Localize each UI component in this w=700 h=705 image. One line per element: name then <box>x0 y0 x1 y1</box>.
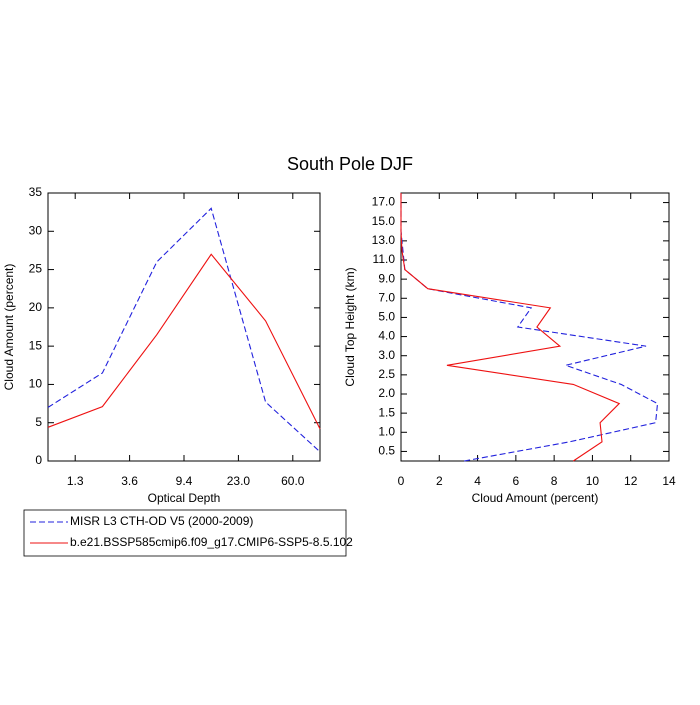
y-tick-label: 15.0 <box>372 214 396 228</box>
x-axis-label: Optical Depth <box>148 491 221 505</box>
x-tick-label: 14 <box>662 474 676 488</box>
legend-label: b.e21.BSSP585cmip6.f09_g17.CMIP6-SSP5-8.… <box>70 535 353 549</box>
y-tick-label: 30 <box>29 223 43 237</box>
y-tick-label: 20 <box>29 300 43 314</box>
y-tick-label: 1.0 <box>378 424 395 438</box>
y-tick-label: 10 <box>29 377 43 391</box>
x-tick-label: 1.3 <box>67 474 84 488</box>
y-tick-label: 13.0 <box>372 233 396 247</box>
y-tick-label: 2.0 <box>378 386 395 400</box>
title: South Pole DJF <box>287 154 413 174</box>
y-tick-label: 5 <box>35 415 42 429</box>
series-line <box>47 207 321 453</box>
y-tick-label: 25 <box>29 262 43 276</box>
x-tick-label: 0 <box>398 474 405 488</box>
x-tick-label: 4 <box>474 474 481 488</box>
y-tick-label: 17.0 <box>372 195 396 209</box>
series-line <box>47 253 321 430</box>
y-tick-label: 11.0 <box>373 252 396 266</box>
y-tick-label: 3.0 <box>378 348 395 362</box>
y-tick-label: 0.5 <box>378 444 395 458</box>
y-axis-label: Cloud Amount (percent) <box>2 264 16 391</box>
x-tick-label: 10 <box>586 474 600 488</box>
plot-frame <box>400 192 670 462</box>
y-axis-label: Cloud Top Height (km) <box>343 267 357 386</box>
x-tick-label: 12 <box>624 474 638 488</box>
x-axis-label: Cloud Amount (percent) <box>472 491 599 505</box>
y-tick-label: 35 <box>29 185 43 199</box>
y-tick-label: 5.0 <box>378 310 395 324</box>
y-tick-label: 4.0 <box>378 329 395 343</box>
legend-label: MISR L3 CTH-OD V5 (2000-2009) <box>70 514 253 528</box>
legend-box <box>23 509 347 557</box>
plot-frame <box>47 192 321 462</box>
y-tick-label: 0 <box>35 453 42 467</box>
x-tick-label: 60.0 <box>281 474 305 488</box>
x-tick-label: 23.0 <box>227 474 251 488</box>
y-tick-label: 1.5 <box>378 405 395 419</box>
series-line <box>400 193 621 462</box>
x-tick-label: 6 <box>513 474 520 488</box>
x-tick-label: 8 <box>551 474 558 488</box>
series-line <box>400 193 659 462</box>
y-tick-label: 15 <box>29 338 43 352</box>
x-tick-label: 3.6 <box>121 474 138 488</box>
y-tick-label: 7.0 <box>378 290 395 304</box>
y-tick-label: 9.0 <box>378 271 395 285</box>
x-tick-label: 9.4 <box>176 474 193 488</box>
y-tick-label: 2.5 <box>378 367 395 381</box>
x-tick-label: 2 <box>436 474 443 488</box>
